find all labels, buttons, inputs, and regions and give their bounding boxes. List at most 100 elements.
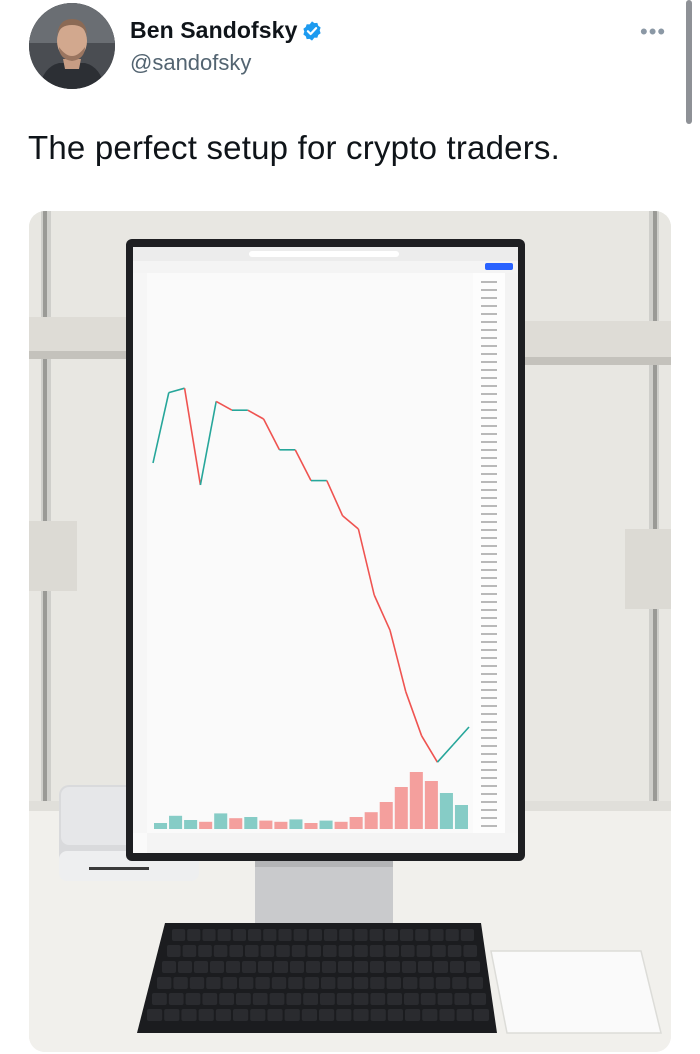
keyboard-key (198, 1009, 214, 1021)
author-handle[interactable]: @sandofsky (130, 50, 252, 75)
price-tick (481, 489, 497, 491)
keyboard-key (320, 993, 335, 1005)
tweet-text: The perfect setup for crypto traders. (28, 129, 560, 166)
keyboard-key (450, 961, 464, 973)
keyboard-key (245, 945, 259, 957)
keyboard-key (456, 1009, 472, 1021)
price-tick (481, 689, 497, 691)
volume-series (154, 772, 468, 829)
price-tick (481, 409, 497, 411)
price-axis-ticks (481, 281, 497, 827)
volume-bar (169, 815, 183, 829)
keyboard-key (447, 945, 462, 957)
price-tick (481, 465, 497, 467)
price-tick (481, 569, 497, 571)
price-tick (481, 633, 497, 635)
price-tick (481, 457, 497, 459)
keyboard-key (147, 1009, 163, 1021)
keyboard-key (430, 929, 444, 941)
keyboard-key (337, 977, 352, 989)
keyboard-key (354, 945, 368, 957)
keyboard-key (432, 945, 446, 957)
keyboard-key (194, 961, 208, 973)
volume-bar (184, 820, 198, 829)
keyboard-key (385, 945, 399, 957)
price-tick (481, 393, 497, 395)
author-display-name[interactable]: Ben Sandofsky (130, 17, 298, 43)
volume-bar (319, 820, 333, 829)
price-tick (481, 785, 497, 787)
keyboard-key (384, 929, 398, 941)
keyboard-key (178, 961, 192, 973)
price-tick (481, 377, 497, 379)
keyboard-key (260, 945, 275, 957)
author-name-row: Ben Sandofsky (130, 17, 323, 44)
keyboard-key (404, 993, 419, 1005)
keyboard-key (290, 961, 304, 973)
keyboard-keys (147, 929, 489, 1021)
keyboard-key (303, 993, 318, 1005)
price-tick (481, 673, 497, 675)
price-tick (481, 577, 497, 579)
keyboard-key (267, 1009, 283, 1021)
photo-scene (29, 211, 671, 1052)
keyboard-key (222, 977, 237, 989)
keyboard-key (308, 929, 322, 941)
keyboard-key (435, 977, 451, 989)
profile-photo (29, 3, 115, 89)
keyboard-key (255, 977, 270, 989)
price-tick (481, 521, 497, 523)
scrollbar[interactable] (686, 0, 692, 124)
keyboard-key (215, 1009, 231, 1021)
keyboard-key (336, 993, 352, 1005)
price-tick (481, 713, 497, 715)
volume-bar (274, 821, 288, 829)
price-tick (481, 625, 497, 627)
keyboard-key (370, 961, 384, 973)
keyboard-key (288, 977, 303, 989)
price-tick (481, 545, 497, 547)
price-tick (481, 801, 497, 803)
keyboard-key (219, 993, 234, 1005)
volume-bar (214, 813, 228, 829)
keyboard-key (181, 1009, 197, 1021)
monitor-screen (133, 247, 518, 853)
keyboard-key (471, 993, 486, 1005)
keyboard-key (263, 929, 277, 941)
price-segment (168, 387, 185, 394)
price-tick (481, 825, 497, 827)
volume-bar (244, 817, 258, 829)
keyboard-key (242, 961, 256, 973)
price-tick (481, 793, 497, 795)
keyboard-key (369, 945, 384, 957)
price-segment (152, 392, 170, 464)
price-tick (481, 449, 497, 451)
keyboard-key (217, 929, 231, 941)
keyboard-key (473, 1009, 489, 1021)
price-segment (294, 449, 312, 481)
keyboard-key (252, 993, 268, 1005)
keyboard-key (233, 1009, 249, 1021)
price-tick (481, 329, 497, 331)
avatar[interactable] (29, 3, 115, 89)
volume-bar (259, 820, 273, 829)
volume-bar (154, 823, 168, 829)
keyboard-key (269, 993, 285, 1005)
keyboard-key (306, 961, 320, 973)
keyboard-key (419, 977, 434, 989)
keyboard-key (405, 1009, 421, 1021)
price-tick (481, 281, 497, 283)
keyboard-key (248, 929, 262, 941)
keyboard-key (239, 977, 254, 989)
keyboard-key (387, 993, 402, 1005)
price-tick (481, 553, 497, 555)
keyboard-key (206, 977, 221, 989)
tweet-photo[interactable] (29, 211, 671, 1052)
keyboard-key (370, 1009, 386, 1021)
more-dots-icon[interactable]: ••• (640, 19, 667, 44)
keyboard-key (198, 945, 212, 957)
keyboard-key (338, 961, 352, 973)
price-tick (481, 417, 497, 419)
keyboard-key (307, 945, 321, 957)
price-tick (481, 369, 497, 371)
